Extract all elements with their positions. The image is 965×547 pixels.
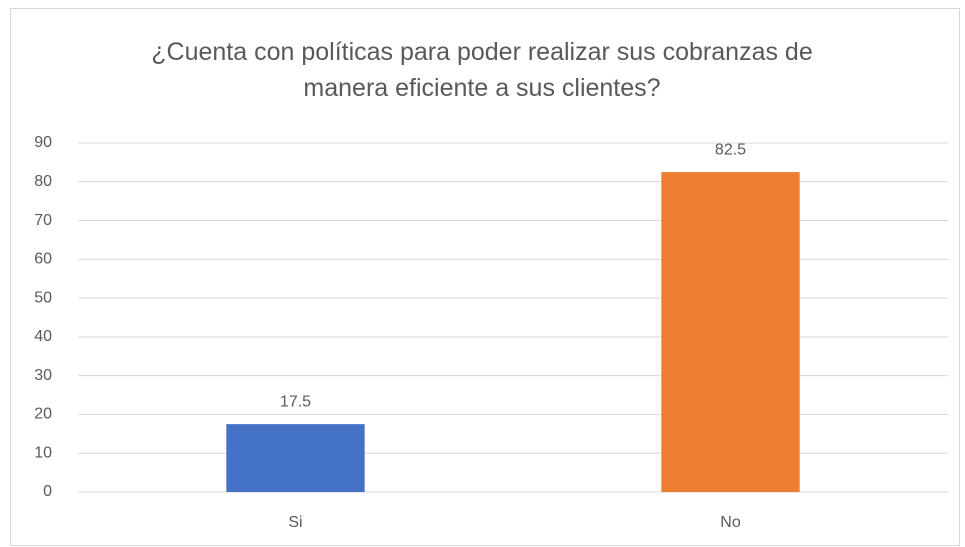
y-tick-label: 0	[43, 483, 52, 500]
chart-border	[10, 8, 960, 546]
x-tick-label: No	[720, 514, 741, 531]
chart-title: ¿Cuenta con políticas para poder realiza…	[151, 38, 813, 102]
y-tick-label: 20	[34, 406, 52, 423]
bar	[226, 424, 365, 492]
data-label: 82.5	[715, 141, 746, 158]
data-label: 17.5	[280, 393, 311, 410]
y-tick-label: 10	[34, 444, 52, 461]
y-tick-label: 30	[34, 367, 52, 384]
y-tick-label: 80	[34, 173, 52, 190]
y-tick-label: 90	[34, 134, 52, 151]
bar	[661, 172, 800, 493]
y-tick-label: 50	[34, 289, 52, 306]
x-tick-label: Si	[288, 514, 302, 531]
y-tick-label: 40	[34, 328, 52, 345]
y-tick-label: 70	[34, 212, 52, 229]
y-tick-label: 60	[34, 251, 52, 268]
